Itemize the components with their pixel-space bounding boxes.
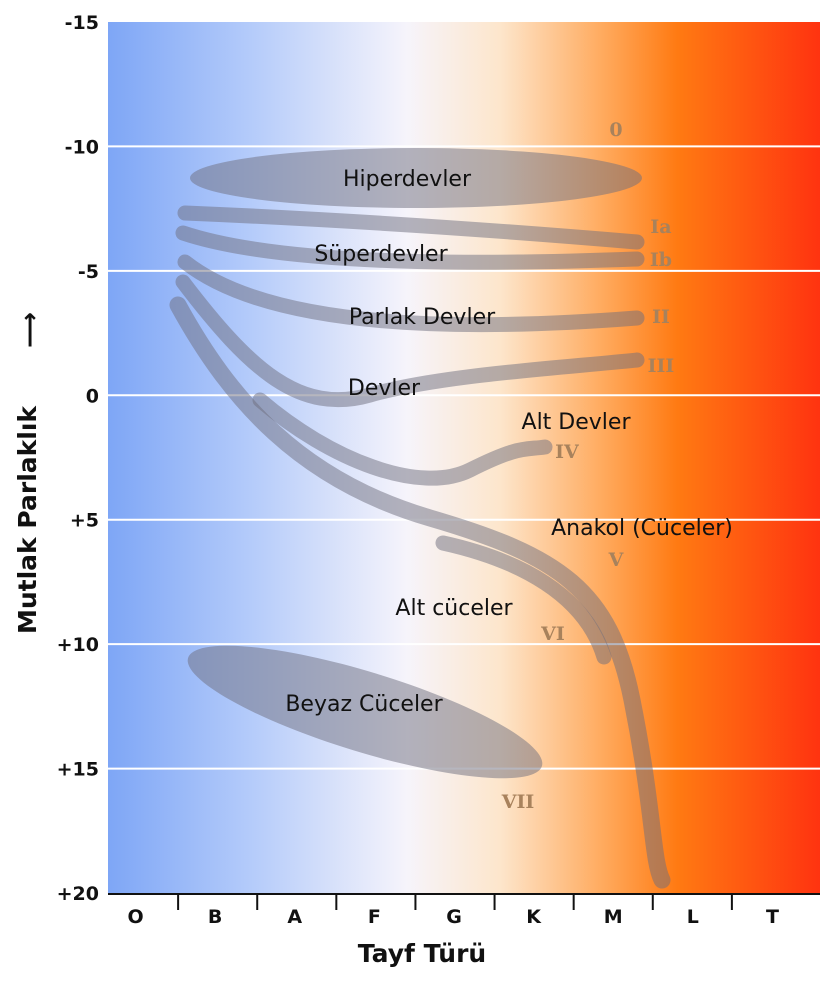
label-devler: Devler [348, 376, 421, 401]
label-alt-cuceler: Alt cüceler [395, 596, 513, 621]
x-tick-label: A [287, 906, 302, 928]
class-vii: VII [501, 791, 535, 813]
class-v: V [608, 549, 625, 571]
subdwarf-band [435, 535, 612, 665]
label-superdevler: Süperdevler [314, 242, 448, 267]
y-tick-label: -5 [78, 261, 99, 283]
label-parlak-devler: Parlak Devler [349, 305, 496, 330]
y-tick-label: +10 [57, 634, 99, 656]
main-sequence-band [169, 296, 671, 889]
x-tick-label: T [766, 906, 779, 928]
bright-giant-band [177, 254, 645, 333]
y-tick-label: +5 [70, 510, 99, 532]
label-hiperdevler: Hiperdevler [343, 167, 472, 192]
y-tick-label: 0 [86, 385, 99, 407]
x-tick-label: M [604, 906, 623, 928]
x-tick-label: O [127, 906, 143, 928]
class-iii: III [648, 355, 675, 377]
class-0: 0 [609, 119, 622, 141]
white-dwarf-region [187, 645, 543, 779]
class-ia: Ia [650, 216, 671, 238]
x-tick-label: F [368, 906, 381, 928]
label-anakol: Anakol (Cüceler) [551, 516, 733, 541]
x-tick-label: L [687, 906, 699, 928]
x-axis-title: Tayf Türü [358, 939, 486, 968]
supergiant-ib-band [175, 225, 645, 270]
y-axis-title: Mutlak Parlaklık [13, 405, 42, 634]
x-tick-label: G [446, 906, 462, 928]
hypergiant-region [190, 148, 642, 208]
y-tick-label: +20 [57, 883, 99, 905]
y-axis-arrow: ⟶ [15, 312, 44, 348]
class-iv: IV [555, 441, 580, 463]
subgiant-band [252, 392, 553, 486]
y-tick-label: -15 [65, 12, 99, 34]
giant-band [175, 274, 645, 408]
class-vi: VI [540, 623, 565, 645]
x-tick-label: B [208, 906, 222, 928]
label-beyaz-cuceler: Beyaz Cüceler [285, 692, 443, 717]
class-ib: Ib [650, 249, 672, 271]
label-alt-devler: Alt Devler [522, 410, 632, 435]
y-tick-label: -10 [65, 136, 99, 158]
x-tick-label: K [526, 906, 542, 928]
class-ii: II [652, 306, 670, 328]
y-tick-label: +15 [57, 759, 99, 781]
supergiant-ia-band [177, 205, 645, 250]
